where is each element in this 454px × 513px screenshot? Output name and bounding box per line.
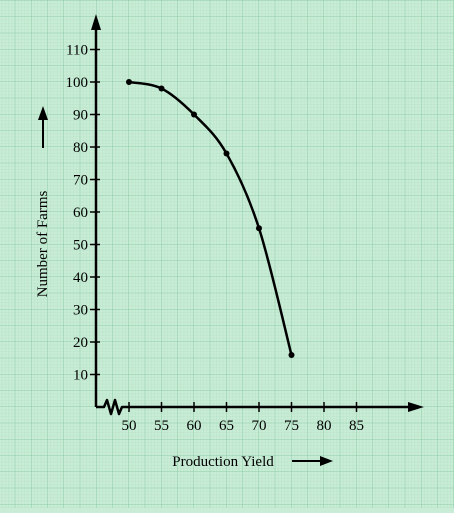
x-tick-label: 65 bbox=[219, 418, 234, 434]
x-tick-label: 60 bbox=[187, 418, 202, 434]
y-tick-label: 50 bbox=[73, 238, 88, 254]
data-point bbox=[126, 79, 132, 85]
x-axis-arrowhead bbox=[408, 402, 424, 412]
data-point bbox=[223, 150, 230, 157]
y-axis-arrowhead bbox=[91, 14, 101, 30]
y-tick-label: 10 bbox=[73, 368, 88, 384]
y-tick-label: 20 bbox=[73, 335, 88, 351]
y-tick-label: 90 bbox=[73, 108, 88, 124]
x-axis-label: Production Yield bbox=[172, 454, 274, 470]
y-tick-label: 100 bbox=[66, 75, 89, 91]
x-tick-label: 50 bbox=[122, 418, 137, 434]
data-point bbox=[256, 225, 262, 232]
x-tick-label: 55 bbox=[154, 418, 169, 434]
y-tick-label: 110 bbox=[66, 43, 88, 59]
y-tick-label: 30 bbox=[73, 303, 88, 319]
series-points bbox=[126, 79, 295, 358]
x-tick-label: 85 bbox=[349, 418, 364, 434]
x-tick-labels: 50 55 60 65 70 75 80 85 bbox=[122, 418, 365, 434]
x-tick-label: 80 bbox=[317, 418, 332, 434]
x-axis-break bbox=[96, 398, 128, 416]
x-axis-label-arrow bbox=[292, 456, 333, 466]
y-tick-labels: 10 20 30 40 50 60 70 80 90 100 110 bbox=[66, 43, 89, 384]
x-tick-label: 70 bbox=[252, 418, 267, 434]
data-point bbox=[288, 352, 295, 358]
y-axis-label: Number of Farms bbox=[35, 191, 51, 298]
y-tick-label: 40 bbox=[73, 270, 88, 286]
axes bbox=[91, 14, 424, 416]
y-tick-label: 70 bbox=[73, 173, 88, 189]
tick-marks bbox=[90, 48, 358, 412]
x-tick-label: 75 bbox=[284, 418, 299, 434]
y-axis-label-arrow bbox=[38, 106, 48, 148]
data-point bbox=[158, 85, 165, 92]
y-tick-label: 60 bbox=[73, 205, 88, 221]
data-point bbox=[191, 111, 197, 118]
y-tick-label: 80 bbox=[73, 140, 88, 156]
